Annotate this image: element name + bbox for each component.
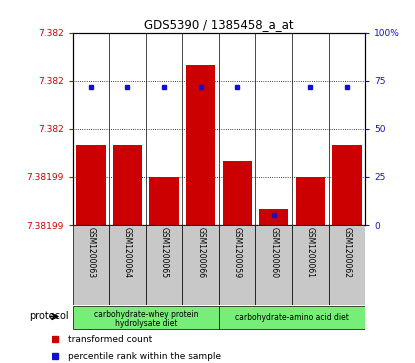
Bar (292, 225, 329, 305)
Bar (109, 225, 146, 305)
Bar (146, 225, 182, 305)
Text: protocol: protocol (29, 311, 68, 321)
Text: hydrolysate diet: hydrolysate diet (115, 319, 177, 328)
Bar (219, 225, 256, 305)
Text: carbohydrate-whey protein: carbohydrate-whey protein (93, 310, 198, 319)
Bar (259, 209, 288, 225)
Text: carbohydrate-amino acid diet: carbohydrate-amino acid diet (235, 313, 349, 322)
Text: GSM1200059: GSM1200059 (233, 228, 242, 278)
Text: GSM1200064: GSM1200064 (123, 228, 132, 278)
Bar (332, 145, 361, 225)
Text: GSM1200060: GSM1200060 (269, 228, 278, 278)
Bar (222, 161, 252, 225)
Bar (76, 145, 105, 225)
Bar (149, 177, 179, 225)
Bar (256, 225, 292, 305)
Bar (113, 145, 142, 225)
Bar (186, 65, 215, 225)
Bar (329, 225, 365, 305)
Text: GSM1200066: GSM1200066 (196, 228, 205, 278)
Text: transformed count: transformed count (68, 335, 152, 344)
Bar (73, 306, 219, 329)
Text: GSM1200063: GSM1200063 (86, 228, 95, 278)
Text: percentile rank within the sample: percentile rank within the sample (68, 352, 221, 361)
Bar (296, 177, 325, 225)
Bar (219, 306, 365, 329)
Bar (73, 225, 109, 305)
Text: GSM1200061: GSM1200061 (306, 228, 315, 278)
Bar (182, 225, 219, 305)
Text: GSM1200065: GSM1200065 (159, 228, 168, 278)
Text: GSM1200062: GSM1200062 (342, 228, 352, 278)
Title: GDS5390 / 1385458_a_at: GDS5390 / 1385458_a_at (144, 19, 294, 32)
